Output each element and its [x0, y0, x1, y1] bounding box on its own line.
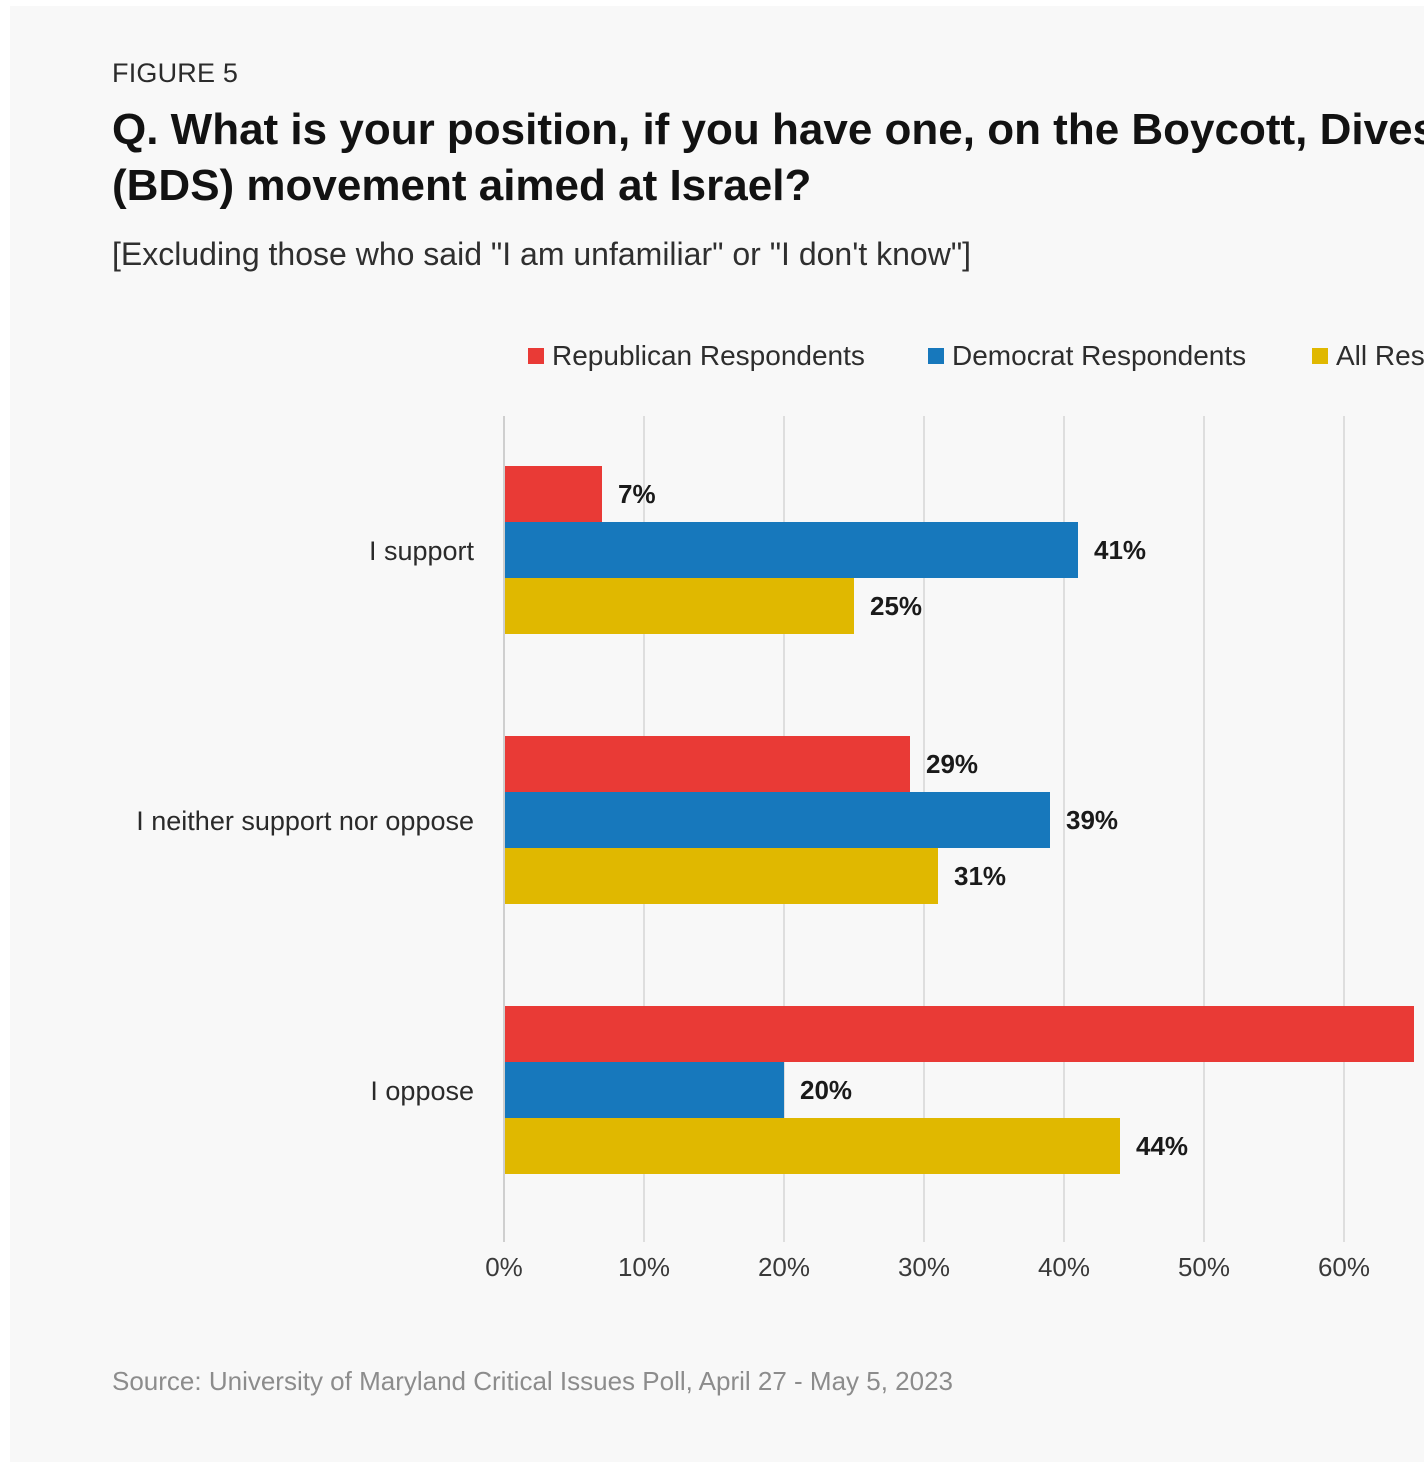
category-label-0: I support	[369, 536, 475, 566]
bar-1-2	[504, 1062, 784, 1118]
bar-0-0	[504, 466, 602, 522]
bar-0-1	[504, 736, 910, 792]
data-label-2-1: 31%	[954, 861, 1006, 891]
data-label-0-1: 29%	[926, 749, 978, 779]
chart-title-line-1: Q. What is your position, if you have on…	[112, 105, 1424, 154]
chart-title-line-2: (BDS) movement aimed at Israel?	[112, 161, 812, 210]
source-note: Source: University of Maryland Critical …	[112, 1366, 954, 1396]
x-tick-label-20: 20%	[758, 1252, 810, 1282]
x-tick-label-0: 0%	[485, 1252, 523, 1282]
legend-label-democrat: Democrat Respondents	[952, 340, 1247, 371]
bar-1-0	[504, 522, 1078, 578]
category-label-2: I oppose	[370, 1076, 474, 1106]
legend-label-republican: Republican Respondents	[552, 340, 865, 371]
figure-label: FIGURE 5	[112, 58, 239, 88]
bar-chart: 0% 10% 20% 30% 40% 50% 60% I support 7% 41% 25% I n…	[136, 416, 1414, 1282]
bar-2-1	[504, 848, 938, 904]
data-label-1-2: 20%	[800, 1075, 852, 1105]
legend-swatch-all	[1312, 348, 1328, 364]
chart-card: FIGURE 5 Q. What is your position, if yo…	[10, 6, 1424, 1462]
bar-2-2	[504, 1118, 1120, 1174]
x-tick-label-10: 10%	[618, 1252, 670, 1282]
bar-0-2	[504, 1006, 1414, 1062]
x-tick-label-50: 50%	[1178, 1252, 1230, 1282]
data-label-1-0: 41%	[1094, 535, 1146, 565]
legend-item-democrat: Democrat Respondents	[928, 336, 1246, 376]
x-tick-label-60: 60%	[1318, 1252, 1370, 1282]
chart-title: Q. What is your position, if you have on…	[112, 102, 1424, 214]
x-tick-label-40: 40%	[1038, 1252, 1090, 1282]
category-label-1: I neither support nor oppose	[136, 806, 474, 836]
legend-swatch-republican	[528, 348, 544, 364]
data-label-1-1: 39%	[1066, 805, 1118, 835]
chart-subtitle: [Excluding those who said "I am unfamili…	[112, 236, 972, 272]
legend-item-republican: Republican Respondents	[528, 336, 865, 376]
data-label-2-2: 44%	[1136, 1131, 1188, 1161]
data-label-2-0: 25%	[870, 591, 922, 621]
legend-label-all: All Res	[1336, 340, 1424, 371]
legend-swatch-democrat	[928, 348, 944, 364]
data-label-0-0: 7%	[618, 479, 656, 509]
bar-1-1	[504, 792, 1050, 848]
legend-item-all: All Res	[1312, 336, 1424, 376]
bar-2-0	[504, 578, 854, 634]
x-tick-label-30: 30%	[898, 1252, 950, 1282]
